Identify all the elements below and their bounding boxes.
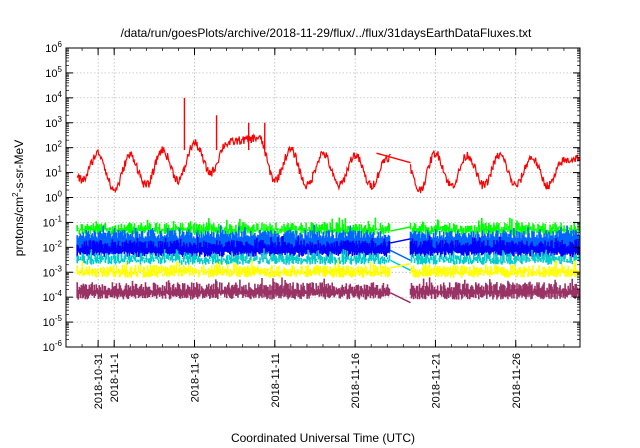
x-tick-label: 2018-11-11 bbox=[270, 353, 282, 408]
flux-series-red bbox=[76, 97, 581, 194]
x-tick-label: 2018-11-21 bbox=[430, 353, 442, 408]
x-axis-label: Coordinated Universal Time (UTC) bbox=[231, 431, 415, 445]
y-tick-label: 101 bbox=[45, 165, 62, 180]
y-tick-label: 100 bbox=[45, 190, 62, 205]
band-strokes bbox=[76, 259, 580, 278]
x-tick-label: 2018-11-6 bbox=[190, 353, 202, 402]
gap-bridge bbox=[390, 238, 411, 244]
band-strokes bbox=[76, 248, 580, 265]
y-tick-label: 10-1 bbox=[43, 214, 63, 229]
y-tick-label: 10-5 bbox=[43, 314, 63, 329]
x-tick-label: 2018-11-1 bbox=[109, 353, 121, 402]
y-tick-label: 105 bbox=[45, 65, 62, 80]
band-strokes bbox=[76, 235, 580, 258]
y-tick-label: 10-2 bbox=[43, 239, 63, 254]
flux-series-band bbox=[76, 259, 580, 278]
y-axis-ticks: 10-6 10-5 10-4 10-3 10-2 10-1 100 101 102 103 104 1… bbox=[43, 40, 580, 354]
y-tick-label: 103 bbox=[45, 115, 62, 130]
gap-bridge bbox=[390, 292, 411, 304]
x-tick-label: 2018-11-16 bbox=[350, 353, 362, 408]
red-gap-bridge bbox=[376, 152, 411, 164]
y-tick-label: 106 bbox=[45, 40, 62, 55]
plot-area bbox=[76, 97, 581, 304]
flux-series-band bbox=[76, 277, 580, 304]
y-tick-label: 104 bbox=[45, 90, 62, 105]
x-tick-label: 2018-10-31 bbox=[93, 353, 105, 409]
flux-series-band bbox=[76, 235, 580, 258]
red-trace bbox=[76, 132, 581, 194]
x-tick-label: 2018-11-26 bbox=[511, 353, 523, 408]
y-axis-label: protons/cm2-s-sr-MeV bbox=[11, 140, 26, 256]
y-tick-label: 102 bbox=[45, 140, 62, 155]
y-tick-label: 10-4 bbox=[43, 289, 63, 304]
gap-bridge bbox=[390, 249, 411, 262]
gap-bridge bbox=[390, 226, 411, 232]
band-strokes bbox=[76, 277, 580, 300]
y-tick-label: 10-6 bbox=[43, 339, 63, 354]
chart-title: /data/run/goesPlots/archive/2018-11-29/f… bbox=[121, 26, 532, 40]
band-strokes bbox=[76, 217, 580, 236]
y-tick-label: 10-3 bbox=[43, 264, 63, 279]
flux-series-band bbox=[76, 248, 580, 271]
grid-lines bbox=[66, 48, 580, 347]
gap-bridge bbox=[390, 262, 411, 269]
x-axis-ticks: 2018-10-31 2018-11-1 2018-11-6 2018-11-11 20… bbox=[65, 48, 581, 409]
flux-series-band bbox=[76, 217, 580, 236]
